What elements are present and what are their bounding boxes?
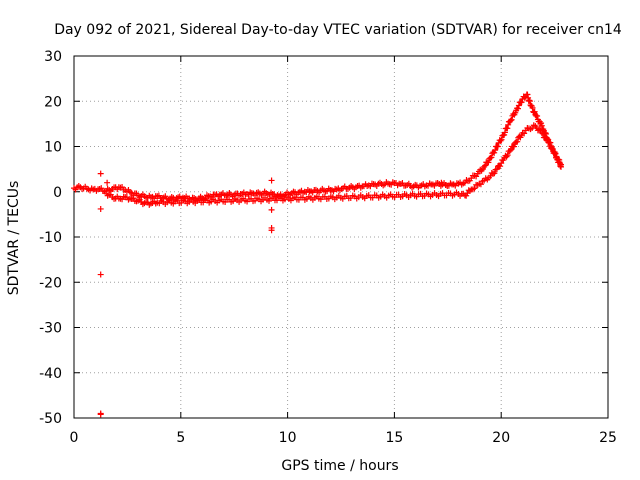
data-point: [442, 181, 449, 188]
data-point: [549, 146, 556, 153]
data-point: [531, 108, 538, 115]
data-point: [477, 181, 484, 188]
x-tick-label: 25: [599, 430, 617, 446]
series-main-trace: [71, 91, 565, 204]
y-tick-label: -30: [39, 321, 62, 337]
data-point: [494, 143, 501, 150]
data-point: [536, 126, 543, 133]
data-point: [525, 94, 532, 101]
y-tick-label: 0: [53, 185, 62, 201]
data-point: [507, 117, 514, 124]
data-point: [491, 170, 498, 177]
data-point: [539, 130, 546, 137]
data-point: [538, 129, 545, 136]
x-tick-label: 5: [176, 430, 185, 446]
data-point: [471, 185, 478, 192]
data-points: [71, 91, 565, 418]
data-point: [507, 146, 514, 153]
y-axis-label: SDTVAR / TECUs: [6, 181, 22, 296]
data-point: [268, 177, 275, 184]
data-point: [491, 149, 498, 156]
x-tick-label: 15: [385, 430, 403, 446]
data-point: [498, 160, 505, 167]
y-tick-label: 20: [44, 94, 62, 110]
data-point: [504, 152, 511, 159]
y-tick-label: -50: [39, 411, 62, 427]
data-point: [552, 150, 559, 157]
data-point: [511, 143, 518, 150]
data-point: [497, 137, 504, 144]
data-point: [514, 105, 521, 112]
data-point: [543, 134, 550, 141]
grid-lines: [74, 56, 608, 418]
data-point: [498, 136, 505, 143]
x-tick-label: 10: [279, 430, 297, 446]
data-point: [518, 99, 525, 106]
data-point: [488, 154, 495, 161]
data-point: [546, 139, 553, 146]
data-point: [538, 120, 545, 127]
y-tick-label: 10: [44, 140, 62, 156]
y-tick-label: -40: [39, 366, 62, 382]
data-point: [506, 148, 513, 155]
data-point: [497, 163, 504, 170]
series-outliers: [97, 170, 449, 418]
y-tick-label: -10: [39, 230, 62, 246]
data-point: [97, 205, 104, 212]
data-point: [524, 91, 531, 98]
data-point: [556, 156, 563, 163]
data-point: [97, 411, 104, 418]
data-point: [493, 166, 500, 173]
y-tick-label: 30: [44, 49, 62, 65]
axis-ticks: [73, 55, 609, 419]
data-point: [438, 179, 445, 186]
data-point: [97, 271, 104, 278]
data-point: [104, 179, 111, 186]
data-point: [481, 163, 488, 170]
x-axis-label: GPS time / hours: [281, 458, 398, 474]
data-point: [557, 160, 564, 167]
data-point: [504, 125, 511, 132]
series-secondary-trace: [103, 122, 565, 208]
data-point: [534, 113, 541, 120]
data-point: [508, 116, 515, 123]
data-point: [526, 97, 533, 104]
data-point: [492, 147, 499, 154]
data-point: [529, 104, 536, 111]
chart-title: Day 092 of 2021, Sidereal Day-to-day VTE…: [54, 22, 622, 38]
y-tick-labels: 30 20 10 0 -10 -20 -30 -40 -50: [39, 49, 62, 427]
data-point: [558, 161, 565, 168]
x-tick-label: 20: [492, 430, 510, 446]
y-tick-label: -20: [39, 275, 62, 291]
x-tick-label: 0: [70, 430, 79, 446]
x-tick-labels: 0 5 10 15 20 25: [70, 430, 617, 446]
data-point: [514, 138, 521, 145]
data-point: [526, 98, 533, 105]
data-point: [538, 122, 545, 129]
data-point: [505, 121, 512, 128]
data-point: [268, 206, 275, 213]
data-point: [485, 159, 492, 166]
data-point: [501, 129, 508, 136]
data-point: [537, 127, 544, 134]
data-point: [268, 227, 275, 234]
data-point: [97, 170, 104, 177]
